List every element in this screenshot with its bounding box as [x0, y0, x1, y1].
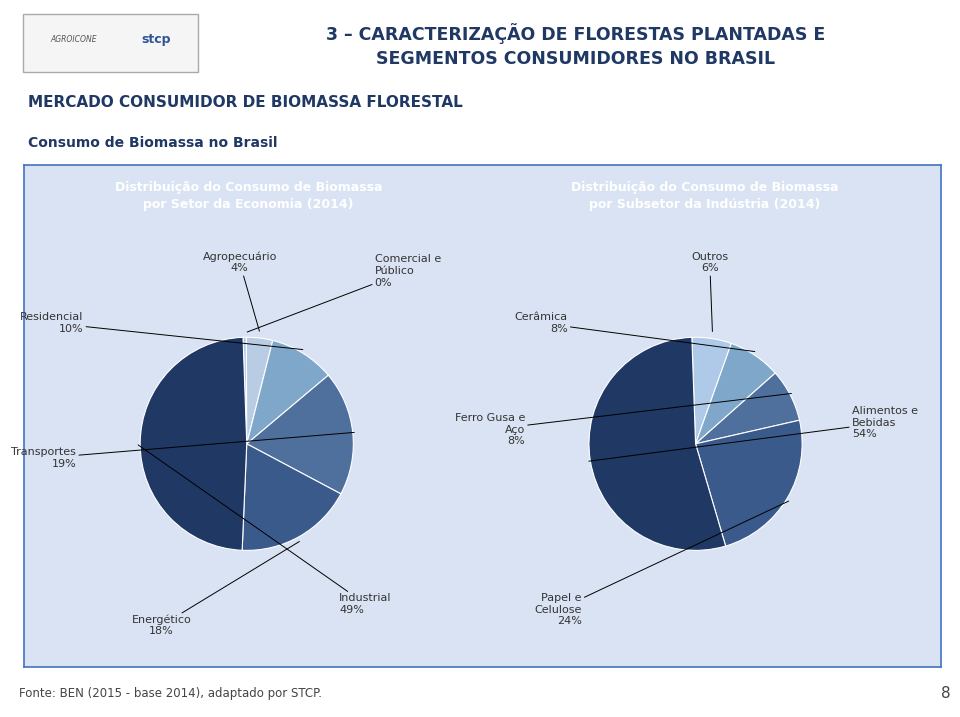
Wedge shape — [247, 341, 328, 444]
Text: Alimentos e
Bebidas
54%: Alimentos e Bebidas 54% — [588, 406, 918, 461]
Text: Comercial e
Público
0%: Comercial e Público 0% — [248, 255, 441, 332]
Text: MERCADO CONSUMIDOR DE BIOMASSA FLORESTAL: MERCADO CONSUMIDOR DE BIOMASSA FLORESTAL — [29, 95, 463, 110]
Wedge shape — [140, 337, 247, 551]
Text: Distribuição do Consumo de Biomassa
por Subsetor da Indústria (2014): Distribuição do Consumo de Biomassa por … — [571, 181, 838, 212]
Text: Outros
6%: Outros 6% — [691, 252, 729, 331]
Text: Agropecuário
4%: Agropecuário 4% — [203, 251, 276, 331]
Text: Consumo de Biomassa no Brasil: Consumo de Biomassa no Brasil — [29, 136, 277, 151]
Wedge shape — [243, 337, 247, 444]
Wedge shape — [696, 343, 776, 444]
Wedge shape — [247, 337, 273, 444]
Text: Fonte: BEN (2015 - base 2014), adaptado por STCP.: Fonte: BEN (2015 - base 2014), adaptado … — [19, 687, 323, 701]
Text: Energético
18%: Energético 18% — [132, 541, 300, 637]
Text: Papel e
Celulose
24%: Papel e Celulose 24% — [535, 501, 789, 626]
Text: SEGMENTOS CONSUMIDORES NO BRASIL: SEGMENTOS CONSUMIDORES NO BRASIL — [376, 50, 776, 68]
Wedge shape — [696, 373, 800, 444]
Text: Distribuição do Consumo de Biomassa
por Setor da Economia (2014): Distribuição do Consumo de Biomassa por … — [115, 181, 382, 212]
Wedge shape — [589, 337, 726, 551]
Text: Industrial
49%: Industrial 49% — [138, 445, 392, 614]
Text: Residencial
10%: Residencial 10% — [20, 312, 302, 350]
Text: Ferro Gusa e
Aço
8%: Ferro Gusa e Aço 8% — [455, 394, 791, 446]
Wedge shape — [242, 444, 341, 551]
Text: Transportes
19%: Transportes 19% — [12, 432, 354, 469]
Wedge shape — [692, 337, 732, 444]
Wedge shape — [696, 420, 803, 546]
Text: 8: 8 — [941, 686, 950, 701]
Text: AGROICONE: AGROICONE — [51, 35, 97, 44]
Text: stcp: stcp — [141, 33, 171, 47]
Wedge shape — [247, 375, 353, 494]
Text: 3 – CARACTERIZAÇÃO DE FLORESTAS PLANTADAS E: 3 – CARACTERIZAÇÃO DE FLORESTAS PLANTADA… — [326, 23, 826, 44]
Text: Cerâmica
8%: Cerâmica 8% — [515, 312, 755, 351]
FancyBboxPatch shape — [23, 14, 198, 72]
